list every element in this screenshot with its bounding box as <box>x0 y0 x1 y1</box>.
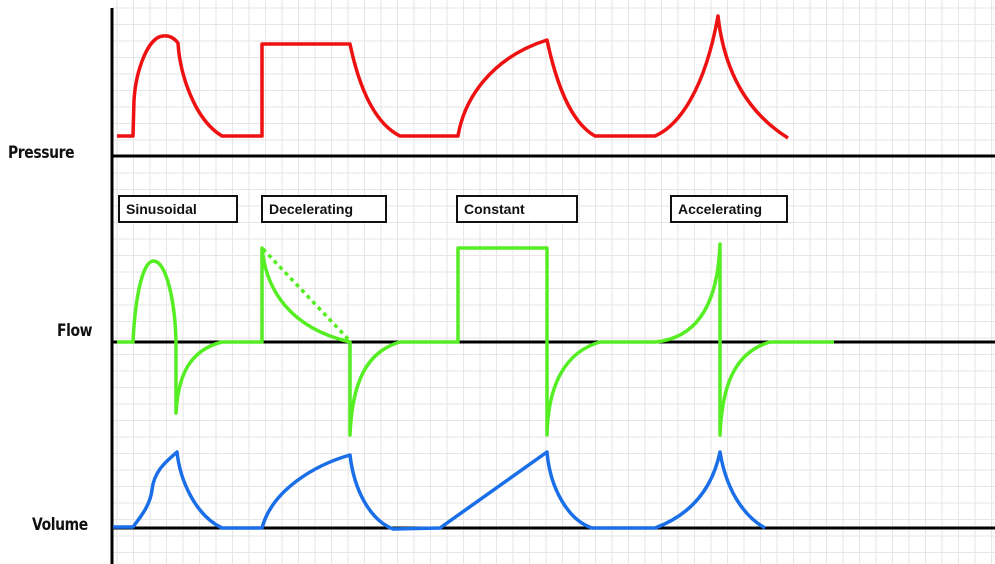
flow-decelerating-linear-dotted <box>261 247 352 343</box>
sinusoidal-box: Sinusoidal <box>118 195 238 223</box>
decelerating-box: Decelerating <box>261 195 387 223</box>
pressure-waveform <box>117 14 789 140</box>
pressure-label: Pressure <box>8 143 75 163</box>
accelerating-box: Accelerating <box>670 195 788 223</box>
volume-label: Volume <box>32 515 88 535</box>
flow-waveform <box>117 242 834 437</box>
flow-label: Flow <box>57 321 93 341</box>
constant-box: Constant <box>456 195 578 223</box>
volume-waveform <box>113 450 766 531</box>
